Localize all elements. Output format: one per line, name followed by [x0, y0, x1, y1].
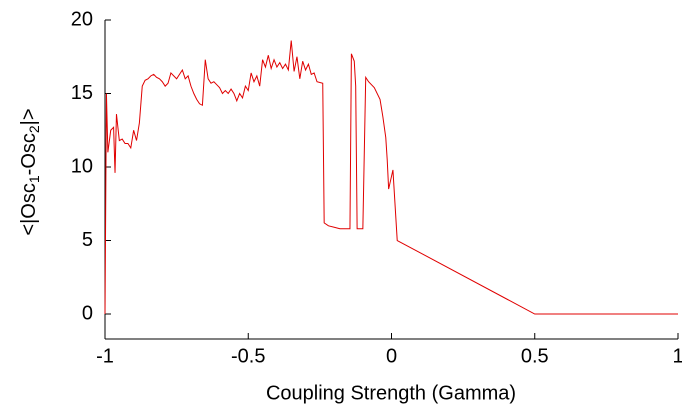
x-tick-label: -0.5	[231, 345, 265, 367]
x-tick-label: -1	[96, 345, 114, 367]
y-tick-label: 5	[82, 229, 93, 251]
y-label-part: <|Osc	[18, 183, 40, 235]
x-axis-label: Coupling Strength (Gamma)	[266, 382, 516, 404]
y-label-part: -Osc	[18, 133, 40, 175]
y-tick-label: 20	[71, 8, 93, 30]
x-tick-label: 1	[672, 345, 682, 367]
y-label-sub: 2	[26, 125, 42, 133]
data-line	[104, 40, 678, 315]
x-tick-label: 0.5	[521, 345, 549, 367]
y-tick-label: 0	[82, 302, 93, 324]
y-axis-label: <|Osc1-Osc2|>	[18, 108, 41, 235]
y-tick-label: 10	[71, 155, 93, 177]
x-tick-label: 0	[386, 345, 397, 367]
y-label-sub: 1	[26, 175, 42, 183]
y-label-part: |>	[18, 108, 40, 125]
y-tick-label: 15	[71, 82, 93, 104]
